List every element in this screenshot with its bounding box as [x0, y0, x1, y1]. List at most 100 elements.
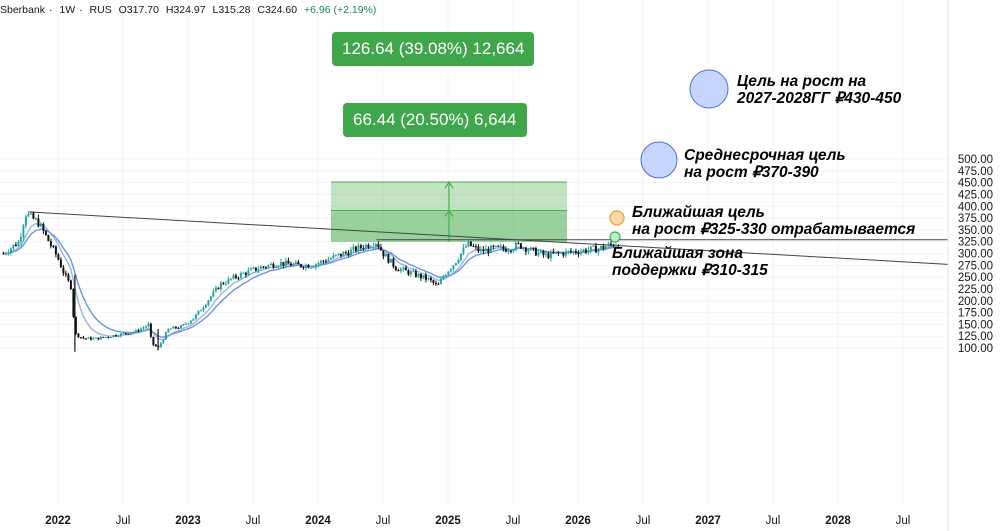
candle-body [59, 259, 62, 268]
note-line: поддержки ₽310-315 [612, 262, 768, 279]
candle-body [279, 262, 282, 266]
open-value: O317.70 [118, 4, 159, 16]
candle-body [297, 262, 300, 265]
separator-dot: · [79, 4, 83, 16]
candle-body [499, 246, 502, 248]
candle-body [299, 264, 302, 267]
long-term-target-marker [689, 69, 729, 109]
candle-body [582, 249, 585, 252]
price-axis[interactable]: 100.00125.00150.00175.00200.00225.00250.… [958, 154, 993, 355]
candle-body [97, 337, 100, 340]
note-line: Цель на рост на [737, 73, 867, 90]
price-tick-label: 475.00 [958, 166, 993, 178]
candle-body [514, 243, 517, 250]
candle-body [177, 328, 180, 330]
candle-body [469, 241, 472, 247]
candle-body [304, 265, 307, 269]
candle-body [479, 249, 482, 252]
candle-body [352, 246, 355, 250]
candle-body [172, 326, 175, 329]
candle-body [489, 245, 492, 253]
candle-body [112, 335, 115, 338]
candle-body [597, 248, 600, 253]
candle-body [12, 244, 15, 249]
candle-body [387, 254, 390, 263]
candle-body [287, 260, 290, 264]
candle-body [427, 277, 430, 280]
candle-body [234, 275, 237, 278]
candle-body [84, 338, 87, 340]
separator-dot: · [48, 4, 53, 16]
candle-body [307, 265, 310, 268]
candle-body [594, 245, 597, 253]
candle-body [42, 223, 45, 231]
time-tick-label: 2025 [435, 515, 461, 527]
candle-body [517, 243, 520, 245]
time-axis[interactable]: 2022 Jul 2023 Jul 2024 Jul 2025 Jul 2026 Jul 2027 J… [45, 515, 910, 527]
candle-body [599, 245, 602, 249]
measure-label-large[interactable]: 126.64 (39.08%) 12,664 [332, 32, 535, 66]
candle-body [47, 235, 50, 242]
candle-body [242, 272, 245, 274]
candle-body [239, 272, 242, 278]
candle-body [134, 330, 137, 333]
time-tick-label: 2023 [175, 515, 201, 527]
candle-body [584, 249, 587, 253]
candle-body [392, 258, 395, 267]
candle-body [494, 245, 497, 247]
candle-body [484, 248, 487, 252]
price-tick-label: 300.00 [958, 249, 993, 261]
candle-body [259, 266, 262, 270]
candle-body [159, 343, 162, 347]
support-zone-note: Ближайшая зона поддержки ₽310-315 [612, 245, 768, 279]
candle-body [254, 267, 257, 271]
candle-body [557, 252, 560, 254]
candle-body [82, 337, 85, 339]
candle-body [104, 336, 107, 338]
candle-body [264, 266, 267, 268]
candle-body [17, 241, 20, 247]
time-tick-label: 2026 [565, 515, 591, 527]
time-tick-label: Jul [766, 515, 781, 527]
candle-body [202, 307, 205, 311]
low-value: L315.28 [212, 4, 251, 16]
note-line: Среднесрочная цель [684, 147, 846, 164]
candle-body [22, 225, 25, 238]
candle-body [269, 263, 272, 266]
symbol-header[interactable]: Sberbank · 1W · RUS O317.70 H324.97 L315.2… [0, 4, 380, 16]
candle-body [129, 333, 132, 335]
candle-body [169, 328, 172, 330]
candle-body [322, 260, 325, 262]
candle-body [439, 278, 442, 285]
candle-body [92, 338, 95, 340]
candle-body [602, 245, 605, 249]
candle-body [152, 336, 155, 345]
candle-body [334, 254, 337, 256]
candle-body [362, 247, 365, 249]
measure-label-small[interactable]: 66.44 (20.50%) 6,644 [343, 103, 527, 137]
price-tick-label: 500.00 [958, 154, 993, 166]
time-tick-label: 2028 [825, 515, 851, 527]
candle-body [227, 278, 230, 284]
candle-body [537, 252, 540, 256]
candle-body [372, 246, 375, 248]
interval[interactable]: 1W [59, 4, 76, 16]
candle-body [262, 266, 265, 268]
time-tick-label: Jul [246, 515, 261, 527]
note-line: на рост ₽370-390 [684, 164, 819, 181]
candle-body [507, 250, 510, 252]
mid-term-target-marker [640, 141, 678, 179]
candle-body [467, 241, 470, 247]
downtrend-line [28, 211, 949, 265]
chart-grid [0, 0, 948, 505]
candle-body [282, 262, 285, 266]
price-tick-label: 350.00 [958, 225, 993, 237]
candle-body [487, 248, 490, 253]
candle-body [437, 283, 440, 285]
price-tick-label: 425.00 [958, 189, 993, 201]
candle-body [249, 268, 252, 271]
candle-body [607, 243, 610, 247]
candle-body [89, 337, 92, 340]
symbol-name[interactable]: Sberbank [0, 4, 45, 16]
